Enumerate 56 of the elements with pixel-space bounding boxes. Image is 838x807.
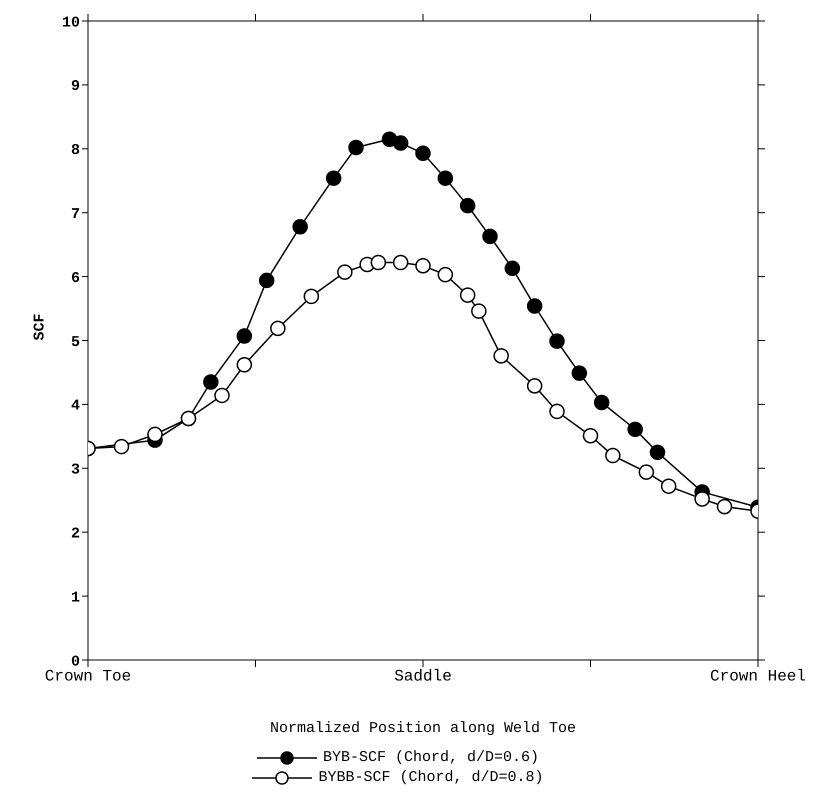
point bbox=[337, 264, 353, 280]
point bbox=[471, 303, 487, 319]
x-tick-label: Saddle bbox=[394, 667, 452, 686]
point bbox=[258, 272, 274, 288]
point bbox=[415, 146, 431, 162]
point bbox=[438, 266, 454, 282]
point bbox=[326, 170, 342, 186]
point bbox=[415, 258, 431, 274]
point bbox=[650, 444, 666, 460]
point bbox=[582, 428, 598, 444]
point bbox=[236, 328, 252, 344]
point bbox=[438, 170, 454, 186]
point bbox=[392, 254, 408, 270]
point bbox=[549, 404, 565, 420]
point bbox=[660, 478, 676, 494]
point bbox=[203, 374, 219, 390]
point bbox=[605, 448, 621, 464]
point bbox=[236, 357, 252, 373]
point bbox=[638, 464, 654, 480]
y-tick-label: 8 bbox=[70, 142, 80, 160]
y-tick-label: 1 bbox=[70, 589, 80, 606]
point bbox=[594, 394, 610, 410]
point bbox=[504, 260, 520, 276]
point bbox=[270, 320, 286, 336]
point bbox=[392, 135, 408, 151]
point bbox=[549, 333, 565, 349]
point bbox=[304, 288, 320, 304]
y-tick-label: 6 bbox=[70, 270, 80, 287]
legend-label: BYBB-SCF (Chord, d/D=0.8) bbox=[318, 768, 544, 788]
point bbox=[572, 365, 588, 381]
point bbox=[214, 388, 230, 404]
x-tick-label: Crown Heel bbox=[710, 667, 806, 686]
y-tick-label: 3 bbox=[70, 462, 80, 479]
point bbox=[292, 219, 308, 235]
point bbox=[627, 422, 643, 438]
point bbox=[460, 287, 476, 303]
legend-label: BYB-SCF (Chord, d/D=0.6) bbox=[322, 748, 540, 768]
point bbox=[348, 140, 364, 156]
point bbox=[147, 426, 163, 442]
point bbox=[460, 198, 476, 214]
point bbox=[526, 298, 542, 314]
y-axis-title: SCF bbox=[31, 313, 48, 340]
x-axis-title: Normalized Position along Weld Toe bbox=[270, 720, 576, 737]
y-tick-label: 4 bbox=[70, 398, 80, 415]
point bbox=[370, 254, 386, 270]
point bbox=[694, 491, 710, 507]
y-tick-label: 2 bbox=[70, 526, 80, 543]
point bbox=[114, 438, 130, 454]
y-tick-label: 7 bbox=[70, 206, 80, 224]
y-tick-label: 5 bbox=[70, 334, 80, 351]
point bbox=[716, 498, 732, 514]
y-tick-label: 10 bbox=[62, 14, 80, 32]
point bbox=[482, 228, 498, 244]
point bbox=[493, 348, 509, 364]
y-tick-label: 9 bbox=[70, 78, 80, 96]
point bbox=[526, 378, 542, 394]
